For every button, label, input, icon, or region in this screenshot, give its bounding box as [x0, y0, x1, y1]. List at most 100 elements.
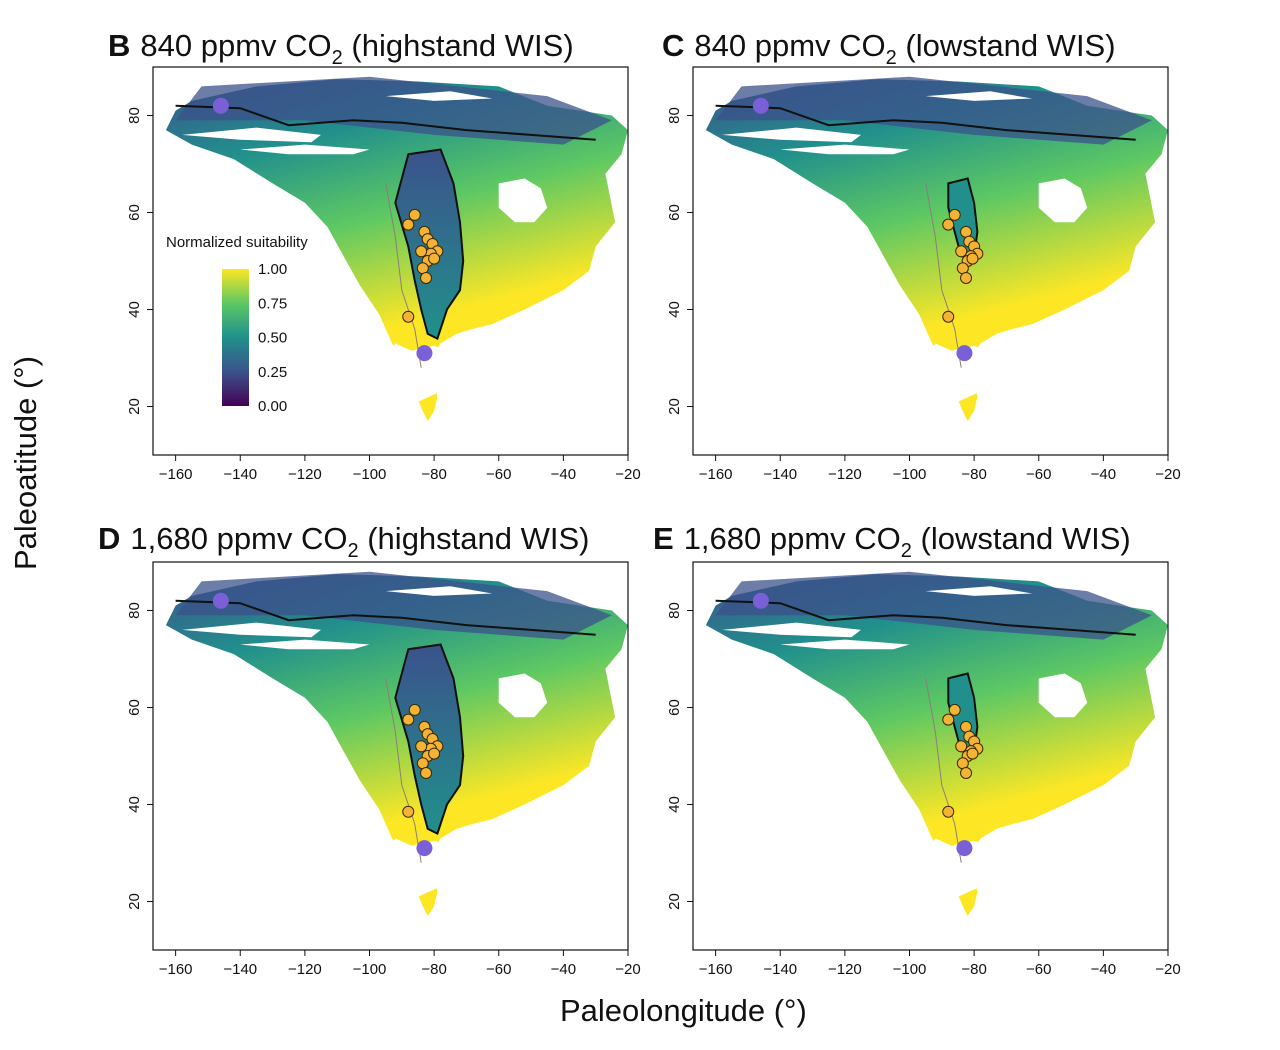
x-tick-label: −80 [421, 961, 446, 978]
fossil-site-point [960, 271, 973, 284]
panel-title-suffix: (highstand WIS) [358, 521, 590, 556]
x-tick-label: −140 [223, 466, 257, 483]
x-tick-label: −40 [551, 961, 576, 978]
x-tick-label: −120 [828, 961, 862, 978]
map-layer [705, 571, 1168, 917]
suitability-contour [715, 599, 1136, 636]
arctic-gap [722, 127, 861, 143]
y-tick-label: 80 [666, 602, 683, 619]
x-tick-label: −40 [1091, 961, 1116, 978]
arctic-low-suitability [175, 571, 612, 640]
reference-point [416, 345, 433, 362]
x-tick-label: −20 [1155, 466, 1180, 483]
panel-c-title: C 840 ppmv CO2 (lowstand WIS) [662, 28, 1116, 68]
x-tick-label: −160 [699, 466, 733, 483]
y-tick-label: 80 [666, 107, 683, 124]
hudson-gap [1038, 178, 1088, 223]
x-tick-label: −20 [615, 961, 640, 978]
suitability-contour [175, 104, 596, 141]
y-axis-label: Paleoatitude (°) [8, 355, 43, 570]
hudson-gap [498, 673, 548, 718]
y-tick-label: 40 [126, 301, 143, 318]
arctic-low-suitability [715, 571, 1152, 640]
legend-colorbar [222, 269, 249, 406]
legend-tick-label: 0.75 [258, 295, 287, 312]
fossil-site-point [402, 713, 415, 726]
panel-letter: E [653, 521, 674, 556]
y-tick-label: 80 [126, 107, 143, 124]
plot-frame [692, 561, 1169, 951]
map-layer [705, 76, 1168, 422]
x-tick-label: −20 [615, 466, 640, 483]
x-tick-label: −140 [763, 961, 797, 978]
panel-title-text: 1,680 ppmv CO [130, 521, 348, 556]
panel-letter: D [98, 521, 121, 556]
legend-tick-label: 0.25 [258, 364, 287, 381]
y-tick-label: 60 [126, 204, 143, 221]
panel-title-suffix: (lowstand WIS) [896, 28, 1116, 63]
suitability-map-e: −160 −140 −120 −100 −80 −60 −40 −20 20 40 60 80 [666, 561, 1181, 978]
fossil-site-point [402, 805, 415, 818]
x-axis-label: Paleolongitude (°) [560, 993, 807, 1028]
gulf-water [922, 838, 1010, 897]
modern-coastline [385, 183, 422, 368]
gulf-water [382, 838, 470, 897]
fossil-site-point [408, 703, 421, 716]
panel-title-subscript: 2 [885, 47, 897, 69]
hudson-gap [1038, 673, 1088, 718]
arctic-gap [780, 144, 910, 155]
x-tick-label: −80 [421, 466, 446, 483]
x-tick-label: −100 [353, 961, 387, 978]
legend-tick-label: 0.50 [258, 330, 287, 347]
arctic-gap [240, 639, 370, 650]
x-tick-label: −40 [551, 466, 576, 483]
y-tick-label: 40 [666, 301, 683, 318]
modern-coastline [385, 678, 422, 863]
fossil-site-point [428, 747, 441, 760]
suitability-map-d: −160 −140 −120 −100 −80 −60 −40 −20 20 40 60 80 [126, 561, 641, 978]
arctic-low-suitability [175, 76, 612, 145]
y-tick-label: 60 [126, 699, 143, 716]
x-tick-label: −60 [486, 961, 511, 978]
reference-point [752, 97, 769, 114]
panel-title-text: 840 ppmv CO [140, 28, 332, 63]
panel-title-subscript: 2 [331, 47, 343, 69]
x-tick-label: −60 [1026, 466, 1051, 483]
plot-frame [692, 66, 1169, 456]
arctic-gap [722, 622, 861, 638]
panel-e-title: E 1,680 ppmv CO2 (lowstand WIS) [653, 521, 1131, 561]
x-tick-label: −60 [486, 466, 511, 483]
panel-title-suffix: (highstand WIS) [342, 28, 574, 63]
x-tick-label: −120 [828, 466, 862, 483]
suitability-map-c: −160 −140 −120 −100 −80 −60 −40 −20 20 40 60 80 [666, 66, 1181, 483]
panel-letter: C [662, 28, 685, 63]
fossil-site-point [402, 218, 415, 231]
panel-title-text: 1,680 ppmv CO [683, 521, 901, 556]
fossil-site-point [948, 208, 961, 221]
modern-coastline [925, 678, 962, 863]
panel-title-subscript: 2 [900, 540, 912, 562]
fossil-site-point [966, 252, 979, 265]
x-tick-label: −160 [159, 466, 193, 483]
fossil-site-point [420, 766, 433, 779]
map-layer [165, 571, 628, 917]
fossil-site-point [420, 271, 433, 284]
y-tick-label: 60 [666, 204, 683, 221]
panel-b-title: B 840 ppmv CO2 (highstand WIS) [108, 28, 574, 68]
x-tick-label: −100 [893, 466, 927, 483]
fossil-site-point [966, 747, 979, 760]
x-tick-label: −160 [699, 961, 733, 978]
x-tick-label: −40 [1091, 466, 1116, 483]
suitability-contour [715, 104, 1136, 141]
arctic-gap [385, 586, 493, 596]
panel-letter: B [108, 28, 131, 63]
arctic-gap [240, 144, 370, 155]
x-tick-label: −100 [353, 466, 387, 483]
reference-point [416, 840, 433, 857]
suitability-contour [175, 599, 596, 636]
fossil-site-point [960, 766, 973, 779]
fossil-site-point [408, 208, 421, 221]
arctic-gap [780, 639, 910, 650]
arctic-gap [385, 91, 493, 101]
reference-point [212, 97, 229, 114]
